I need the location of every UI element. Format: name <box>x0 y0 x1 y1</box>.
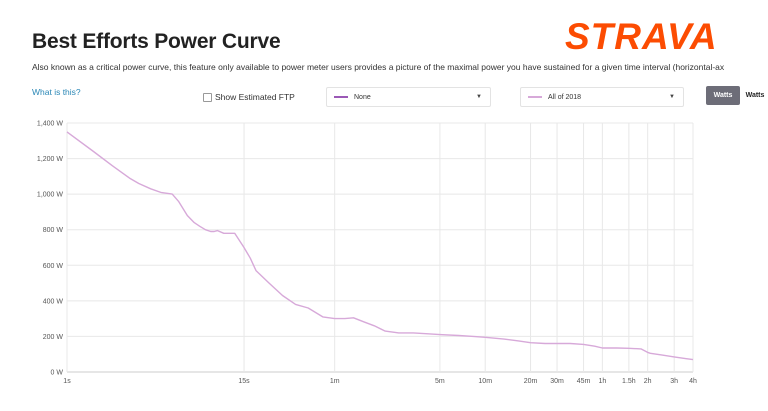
x-tick-label: 20m <box>524 378 538 385</box>
unit-toggle: Watts Watts <box>706 86 768 105</box>
y-tick-label: 400 W <box>43 298 64 305</box>
unit-watts-button-active[interactable]: Watts <box>706 86 740 105</box>
x-tick-label: 1m <box>330 378 340 385</box>
y-tick-label: 1,200 W <box>37 156 63 163</box>
power-curve-chart: 0 W 200 W 400 W 600 W 800 W 1,000 W 1,200 W 1,4… <box>37 121 697 386</box>
compare-select[interactable]: None ▼ <box>326 87 491 107</box>
period-select[interactable]: All of 2018 ▼ <box>520 87 684 107</box>
power-curve-series-line <box>66 131 694 361</box>
feature-description: Also known as a critical power curve, th… <box>32 62 725 72</box>
y-tick-label: 600 W <box>43 263 64 270</box>
y-tick-label: 200 W <box>43 334 64 341</box>
x-tick-label: 10m <box>478 378 492 385</box>
chevron-down-icon: ▼ <box>669 94 675 100</box>
strava-logo: STRAVA <box>565 16 718 57</box>
compare-swatch <box>334 96 348 98</box>
y-tick-label: 1,000 W <box>37 192 63 199</box>
show-estimated-ftp-toggle[interactable]: Show Estimated FTP <box>203 92 295 102</box>
x-tick-label: 2h <box>644 378 652 385</box>
x-tick-label: 45m <box>577 378 591 385</box>
compare-select-value: None <box>354 93 371 101</box>
y-tick-label: 1,400 W <box>37 121 63 128</box>
x-tick-label: 1.5h <box>622 378 636 385</box>
y-tick-label: 0 W <box>51 370 64 377</box>
ftp-checkbox-label: Show Estimated FTP <box>215 92 295 102</box>
period-swatch <box>528 96 542 98</box>
x-tick-label: 5m <box>435 378 445 385</box>
x-tick-label: 15s <box>238 378 250 385</box>
x-tick-label: 1s <box>63 378 71 385</box>
x-tick-label: 4h <box>689 378 697 385</box>
period-select-value: All of 2018 <box>548 93 582 101</box>
what-is-this-link[interactable]: What is this? <box>32 87 81 97</box>
ftp-checkbox[interactable] <box>203 92 212 102</box>
x-tick-label: 1h <box>598 378 606 385</box>
chevron-down-icon: ▼ <box>476 94 482 100</box>
unit-watts-button[interactable]: Watts <box>745 92 765 99</box>
x-tick-label: 3h <box>670 378 678 385</box>
y-tick-label: 800 W <box>43 227 64 234</box>
page-title: Best Efforts Power Curve <box>32 30 281 53</box>
x-tick-label: 30m <box>550 378 564 385</box>
